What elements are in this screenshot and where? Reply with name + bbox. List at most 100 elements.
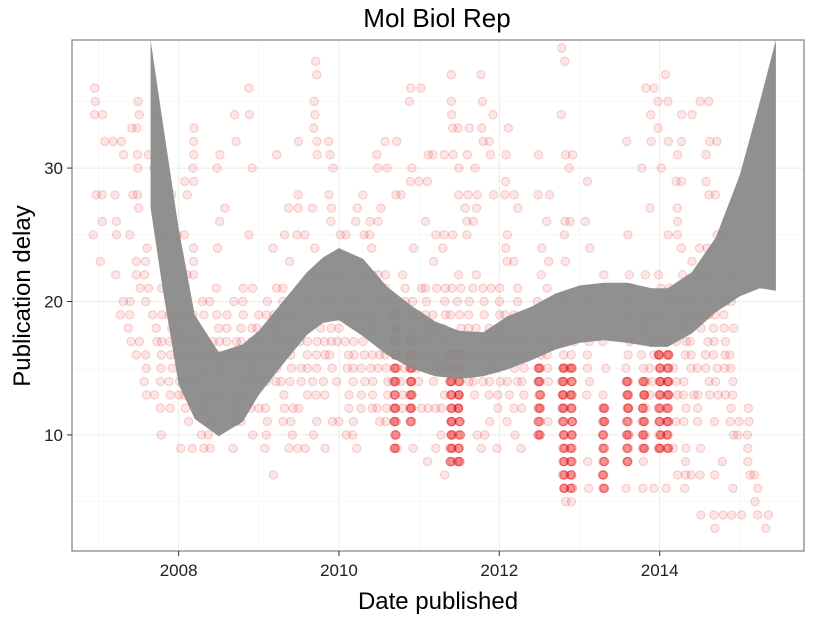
data-point xyxy=(721,337,729,345)
data-point xyxy=(423,177,431,185)
data-point xyxy=(332,377,340,385)
data-point xyxy=(647,137,655,145)
data-point xyxy=(216,217,224,225)
data-point xyxy=(405,97,413,105)
data-point xyxy=(248,164,256,172)
data-point xyxy=(397,191,405,199)
data-point xyxy=(381,137,389,145)
data-point xyxy=(408,164,416,172)
data-point xyxy=(501,177,509,185)
data-point xyxy=(489,191,497,199)
data-point xyxy=(534,151,542,159)
data-point xyxy=(133,124,141,132)
data-point xyxy=(239,284,247,292)
data-point xyxy=(481,431,489,439)
data-point xyxy=(333,337,341,345)
data-point xyxy=(624,351,632,359)
data-point xyxy=(682,444,690,452)
data-point xyxy=(623,444,631,452)
data-point xyxy=(303,364,311,372)
data-point xyxy=(216,151,224,159)
data-point xyxy=(583,177,591,185)
data-point xyxy=(249,431,257,439)
data-point xyxy=(654,271,662,279)
data-point xyxy=(313,151,321,159)
data-point xyxy=(303,351,311,359)
data-point xyxy=(391,377,399,385)
confidence-ribbon xyxy=(151,40,776,436)
data-point xyxy=(696,97,704,105)
data-point xyxy=(517,444,525,452)
data-point xyxy=(308,204,316,212)
data-point xyxy=(639,457,647,465)
data-point xyxy=(190,151,198,159)
data-point xyxy=(98,191,106,199)
data-point xyxy=(313,417,321,425)
data-point xyxy=(744,457,752,465)
data-point xyxy=(454,404,462,412)
data-point xyxy=(311,111,319,119)
data-point xyxy=(470,391,478,399)
data-point xyxy=(583,351,591,359)
data-point xyxy=(664,417,672,425)
data-point xyxy=(455,444,463,452)
data-point xyxy=(503,231,511,239)
data-point xyxy=(639,431,647,439)
data-point xyxy=(494,404,502,412)
data-point xyxy=(665,377,673,385)
data-point xyxy=(566,364,574,372)
data-point xyxy=(352,217,360,225)
x-tick-label: 2008 xyxy=(160,561,198,580)
data-point xyxy=(622,364,630,372)
data-point xyxy=(269,471,277,479)
data-point xyxy=(423,457,431,465)
data-point xyxy=(140,271,148,279)
data-point xyxy=(294,204,302,212)
data-point xyxy=(600,457,608,465)
data-point xyxy=(360,351,368,359)
data-point xyxy=(89,231,97,239)
data-point xyxy=(677,111,685,119)
data-point xyxy=(409,244,417,252)
data-point xyxy=(117,137,125,145)
data-point xyxy=(567,431,575,439)
data-point xyxy=(200,311,208,319)
data-point xyxy=(486,417,494,425)
data-point xyxy=(421,284,429,292)
data-point xyxy=(654,97,662,105)
data-point xyxy=(156,404,164,412)
data-point xyxy=(469,217,477,225)
data-point xyxy=(166,391,174,399)
data-point xyxy=(280,231,288,239)
data-point xyxy=(142,351,150,359)
data-point xyxy=(168,364,176,372)
data-point xyxy=(702,364,710,372)
data-point xyxy=(221,204,229,212)
data-point xyxy=(366,231,374,239)
data-point xyxy=(345,391,353,399)
data-point xyxy=(503,417,511,425)
data-point xyxy=(729,391,737,399)
data-point xyxy=(505,391,513,399)
data-point xyxy=(150,391,158,399)
data-point xyxy=(544,257,552,265)
data-point xyxy=(373,404,381,412)
data-point xyxy=(422,297,430,305)
data-point xyxy=(688,257,696,265)
data-point xyxy=(513,284,521,292)
data-point xyxy=(681,484,689,492)
data-point xyxy=(126,311,134,319)
data-point xyxy=(439,244,447,252)
data-point xyxy=(206,444,214,452)
data-point xyxy=(245,84,253,92)
data-point xyxy=(677,244,685,252)
data-point xyxy=(463,231,471,239)
data-point xyxy=(567,377,575,385)
data-point xyxy=(440,231,448,239)
data-point xyxy=(599,471,607,479)
data-point xyxy=(206,297,214,305)
data-point xyxy=(464,311,472,319)
data-point xyxy=(189,271,197,279)
data-point xyxy=(232,137,240,145)
x-tick-label: 2012 xyxy=(480,561,518,580)
